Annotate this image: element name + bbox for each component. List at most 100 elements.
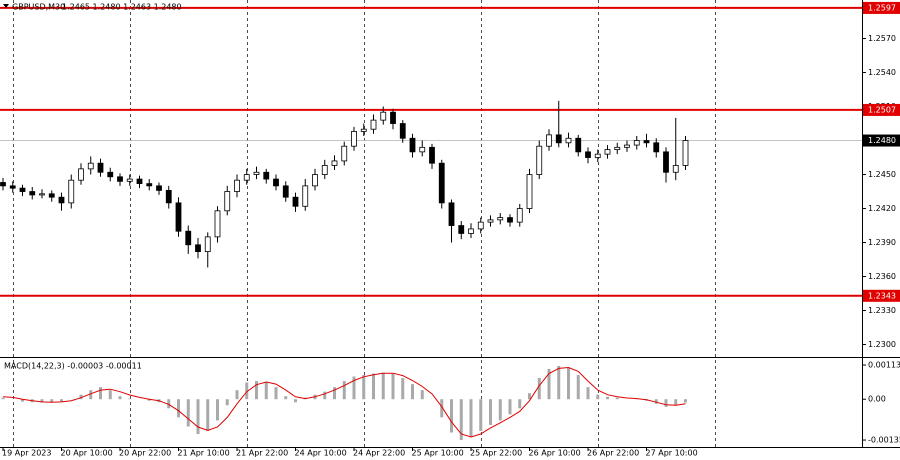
candle-body: [585, 151, 591, 158]
candle-body: [653, 142, 660, 153]
macd-bar: [606, 396, 609, 400]
candle-body: [351, 131, 357, 147]
symbol-arrow: [3, 4, 9, 8]
candle-body: [185, 230, 192, 246]
candle-body: [555, 134, 562, 144]
macd-bar: [128, 398, 132, 400]
macd-bar: [255, 381, 258, 400]
candle-body: [643, 140, 650, 144]
last-price-box: [863, 134, 900, 147]
macd-bar: [391, 373, 395, 400]
x-tick-label: 20 Apr 10:00: [61, 449, 113, 458]
candle-body: [633, 140, 640, 146]
candle-body: [204, 236, 211, 253]
macd-bar: [684, 399, 687, 403]
macd-bar: [206, 399, 210, 431]
macd-bar: [147, 399, 151, 401]
candle-body: [136, 178, 143, 184]
macd-bar: [674, 399, 678, 406]
candle-body: [468, 228, 474, 234]
candle-body: [594, 153, 601, 158]
macd-bar: [40, 399, 44, 403]
candle-body: [536, 145, 543, 175]
candle-body: [97, 162, 104, 173]
macd-bar: [440, 399, 444, 418]
candle-body: [302, 185, 309, 207]
candle-body: [360, 128, 367, 132]
candle-body: [126, 178, 133, 182]
macd-bar: [615, 397, 619, 400]
macd-bar: [99, 387, 102, 400]
candle-body: [243, 174, 250, 181]
candle-body: [253, 171, 260, 175]
candle-body: [78, 168, 84, 181]
macd-bar: [274, 387, 278, 400]
macd-bar: [1, 397, 5, 400]
macd-bar: [167, 399, 171, 409]
candle-body: [321, 165, 328, 175]
x-tick-label: 27 Apr 10:00: [646, 449, 698, 458]
candle-body: [68, 179, 75, 204]
macd-tick-label: 0.00113: [868, 361, 900, 370]
candle-body: [224, 191, 231, 212]
macd-bar: [508, 399, 512, 415]
macd-bar: [567, 367, 570, 400]
candle-body: [331, 160, 338, 166]
macd-bar: [498, 399, 502, 421]
macd-bar: [411, 384, 414, 400]
candle-body: [458, 225, 465, 234]
candle-body: [165, 189, 172, 204]
candle-body: [448, 202, 455, 226]
candle-body: [58, 196, 65, 204]
candle-body: [565, 137, 572, 144]
y-tick-label: 1.2360: [868, 272, 896, 281]
level-box: [863, 103, 900, 116]
macd-bar: [596, 394, 600, 400]
macd-bar: [654, 399, 658, 404]
candle-body: [292, 196, 299, 207]
candle-body: [39, 193, 45, 196]
macd-bar: [186, 399, 190, 427]
macd-bar: [362, 375, 366, 400]
last-price-label: 1.2480: [868, 136, 896, 145]
macd-bar: [518, 399, 522, 409]
candle-body: [282, 185, 289, 198]
y-tick-label: 1.2420: [868, 204, 896, 213]
x-tick-label: 26 Apr 10:00: [529, 449, 581, 458]
macd-bar: [450, 399, 453, 433]
macd-bar: [401, 378, 405, 400]
macd-bar: [352, 376, 356, 400]
candle-body: [380, 111, 387, 121]
macd-bar: [79, 394, 83, 400]
macd-bar: [479, 399, 483, 431]
x-tick-label: 20 Apr 22:00: [119, 449, 171, 458]
macd-bar: [196, 399, 200, 434]
y-tick-label: 1.2450: [868, 170, 896, 179]
candle-body: [234, 179, 240, 192]
macd-bar: [60, 399, 63, 402]
candle-body: [0, 182, 6, 187]
macd-bar: [586, 387, 590, 400]
chart-title: GBPUSD,M30: [12, 3, 65, 12]
macd-bar: [235, 390, 239, 400]
macd-bar: [664, 399, 668, 407]
candle-body: [390, 111, 396, 124]
candle-body: [419, 146, 426, 153]
macd-bar: [225, 399, 229, 406]
macd-bar: [372, 373, 375, 400]
x-tick-label: 19 Apr 2023: [2, 449, 51, 458]
y-tick-label: 1.2330: [868, 306, 896, 315]
candle-body: [175, 202, 182, 232]
y-tick-label: 1.2570: [868, 34, 896, 43]
candle-body: [497, 217, 504, 221]
candle-body: [614, 146, 621, 150]
x-tick-label: 21 Apr 10:00: [178, 449, 230, 458]
candle-body: [663, 151, 669, 173]
level-box: [863, 289, 900, 302]
macd-bar: [557, 365, 561, 400]
candle-body: [682, 140, 689, 166]
x-tick-label: 25 Apr 22:00: [470, 449, 522, 458]
candle-body: [516, 208, 523, 223]
macd-title: MACD(14,22,3) -0.00003 -0.00011: [4, 362, 142, 371]
candle-body: [195, 244, 201, 253]
